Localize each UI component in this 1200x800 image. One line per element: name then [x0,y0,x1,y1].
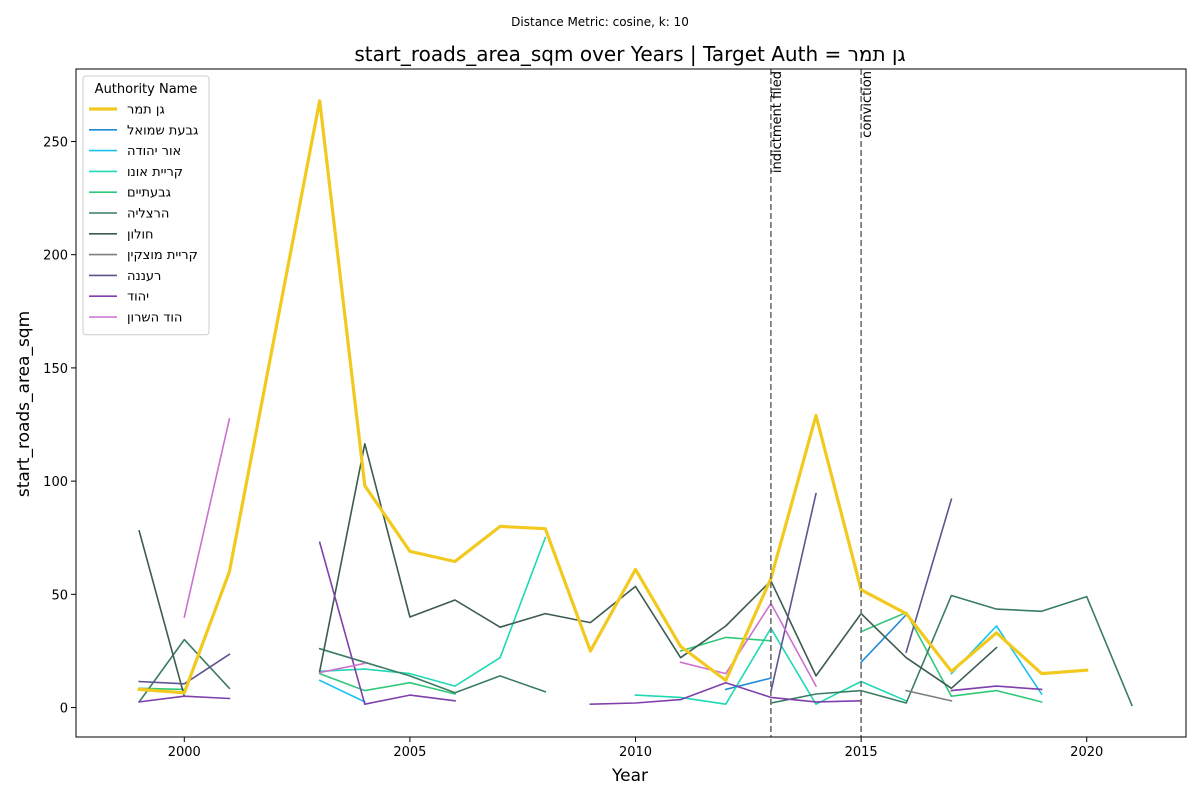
event-label: indictment filed [770,71,785,173]
series-line-8 [138,492,953,693]
x-tick-label: 2015 [845,745,878,760]
plot-frame [75,68,1187,738]
legend-label: הרצליה [127,207,169,222]
legend: Authority Name גן תמר גבעת שמואל אור יהודה ק… [82,75,210,336]
x-tick-label: 2005 [393,745,426,760]
series-group [137,99,1133,707]
series-line-5 [138,594,1133,707]
x-axis-label: Year [611,766,648,786]
legend-title: Authority Name [95,82,198,97]
x-tick-label: 2020 [1070,745,1103,760]
series-line-7 [905,689,953,702]
series-line-6 [138,443,998,698]
legend-label: גן תמר [127,103,165,118]
legend-label: יהוד [127,290,149,305]
legend-label: אור יהודה [127,144,181,159]
y-tick-label: 150 [43,362,68,377]
series-line-0 [137,99,1089,695]
legend-label: גבעתיים [127,186,171,201]
series-line-9 [138,541,1043,706]
legend-label: רעננה [127,269,161,284]
y-tick-label: 250 [43,135,68,150]
y-tick-label: 50 [51,588,68,603]
y-tick-label: 0 [60,702,68,717]
y-axis-label: start_roads_area_sqm [14,311,34,497]
legend-label: הוד השרון [127,311,182,326]
chart-title: start_roads_area_sqm over Years | Target… [354,42,905,66]
legend-label: קריית מוצקין [127,248,198,263]
legend-label: קריית אונו [127,165,183,180]
x-tick-label: 2000 [168,745,201,760]
y-tick-label: 200 [43,249,68,264]
chart-suptitle: Distance Metric: cosine, k: 10 [511,15,689,29]
legend-label: חולון [127,227,154,242]
event-label: conviction [860,71,875,138]
y-tick-label: 100 [43,475,68,490]
series-line-4 [138,611,1043,703]
series-line-10 [183,417,818,688]
plot-area: 2000 2005 2010 2015 2020 0 50 100 150 200 250 indic… [43,68,1187,760]
series-line-1 [724,613,908,691]
legend-box [82,75,210,336]
legend-label: גבעת שמואל [127,123,198,138]
x-tick-label: 2010 [619,745,652,760]
